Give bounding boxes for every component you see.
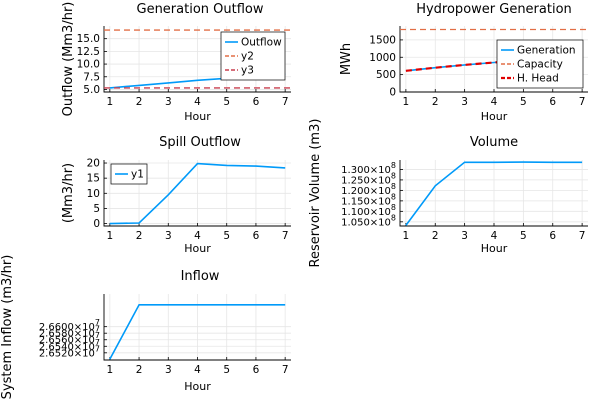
series-line-y1 [109,162,286,225]
x-tick-label: 6 [549,230,556,242]
legend-box [110,163,148,185]
legend-label: y2 [241,51,254,63]
x-tick-label: 7 [579,96,586,108]
x-tick-label: 4 [194,96,201,108]
y-tick-label: 0 [389,87,396,99]
x-tick-label: 2 [136,96,143,108]
chart-title: Spill Outflow [159,135,241,150]
legend-label: Generation [517,45,576,57]
x-axis-label: Hour [184,242,211,255]
y-tick-label: 15.0 [77,33,100,45]
legend-label: Capacity [517,59,563,71]
y-tick-label: 1500 [369,34,396,46]
spill-chart: 1 2 3 4 5 6 7 0 5 10 15 20 Spill Outflow Hour (Mm3/hr)… [61,135,291,255]
x-tick-label: 4 [491,230,498,242]
x-tick-label: 5 [223,230,230,242]
x-tick-label: 3 [461,96,468,108]
series-line-data [109,303,286,360]
legend-label: y3 [241,65,254,77]
legend-label: H. Head [517,73,559,85]
y-axis-label: MWh [339,43,354,75]
y-tick-label: 2.6600×107 [39,318,100,333]
x-tick-label: 4 [194,364,201,376]
y-tick-label: 2.6520×107 [39,344,100,359]
y-tick-label: 1.200×108 [341,182,396,197]
y-axis-label: Outflow (Mm3/hr) [61,2,76,117]
x-tick-label: 2 [432,230,439,242]
y-tick-label: 1.300×108 [341,161,396,176]
chart-title: Volume [470,135,518,150]
x-tick-label: 7 [579,230,586,242]
y-tick-label: 2.6540×107 [39,338,100,353]
legend-label: y1 [131,169,144,181]
axis-frame [103,160,291,227]
y-axis-label: Reservoir Volume (m3) [308,119,323,268]
y-tick-label: 7.5 [83,71,100,83]
axis-frame [399,160,588,227]
x-tick-label: 3 [165,230,172,242]
x-tick-label: 7 [282,96,289,108]
volume-chart: 1 2 3 4 5 6 7 1.050×1081.100×1081.150×1081.200×… [308,119,588,268]
x-tick-label: 2 [136,230,143,242]
y-tick-label: 5.0 [83,84,100,96]
y-tick-label: 1000 [369,52,396,64]
x-tick-label: 4 [491,96,498,108]
y-axis-label: System Inflow (m3/hr) [0,255,15,400]
x-tick-label: 1 [403,96,410,108]
y-tick-label: 20 [87,158,100,170]
chart-title: Inflow [181,269,220,284]
legend-label: Outflow [241,37,282,49]
x-tick-label: 1 [107,364,114,376]
y-axis-label: (Mm3/hr) [61,163,76,223]
x-tick-label: 6 [253,230,260,242]
y-tick-label: 1.250×108 [341,171,396,186]
x-tick-label: 1 [403,230,410,242]
chart-title: Generation Outflow [137,2,264,17]
x-tick-label: 5 [520,96,527,108]
axis-frame [103,294,291,361]
chart-title: Hydropower Generation [416,2,572,17]
y-tick-label: 2.6580×107 [39,325,100,340]
y-tick-label: 0 [93,218,100,230]
hydro-chart: 1 2 3 4 5 6 7 0 500 1000 1500 Hydropower Generation… [339,2,588,123]
x-tick-label: 6 [549,96,556,108]
inflow-chart: 1 2 3 4 5 6 7 2.6520×1072.6540×1072.6560×1072.6… [0,255,291,400]
y-tick-label: 1.050×108 [341,213,396,228]
gen-chart: 1 2 3 4 5 6 7 5.07.510.012.515.0 Generation Outf… [61,2,291,123]
x-tick-label: 6 [253,364,260,376]
y-tick-label: 2.6560×107 [39,331,100,346]
x-axis-label: Hour [481,110,508,123]
axis-frame [103,26,291,93]
y-tick-label: 5 [93,203,100,215]
x-tick-label: 7 [282,230,289,242]
x-tick-label: 3 [165,96,172,108]
x-tick-label: 5 [223,364,230,376]
x-tick-label: 6 [253,96,260,108]
y-tick-label: 500 [376,69,396,81]
y-tick-label: 10 [87,188,100,200]
y-tick-label: 15 [87,173,100,185]
y-tick-label: 1.150×108 [341,192,396,207]
legend-box [496,39,584,89]
x-axis-label: Hour [184,110,211,123]
series-line-data [405,161,583,226]
x-tick-label: 1 [107,96,114,108]
y-tick-label: 12.5 [77,46,100,58]
x-tick-label: 1 [107,230,114,242]
x-tick-label: 3 [165,364,172,376]
x-tick-label: 5 [520,230,527,242]
x-tick-label: 3 [461,230,468,242]
x-tick-label: 4 [194,230,201,242]
x-tick-label: 2 [136,364,143,376]
x-tick-label: 7 [282,364,289,376]
x-tick-label: 2 [432,96,439,108]
x-axis-label: Hour [184,380,211,393]
x-tick-label: 5 [223,96,230,108]
y-tick-label: 10.0 [77,59,100,71]
x-axis-label: Hour [481,242,508,255]
y-tick-label: 1.100×108 [341,203,396,218]
